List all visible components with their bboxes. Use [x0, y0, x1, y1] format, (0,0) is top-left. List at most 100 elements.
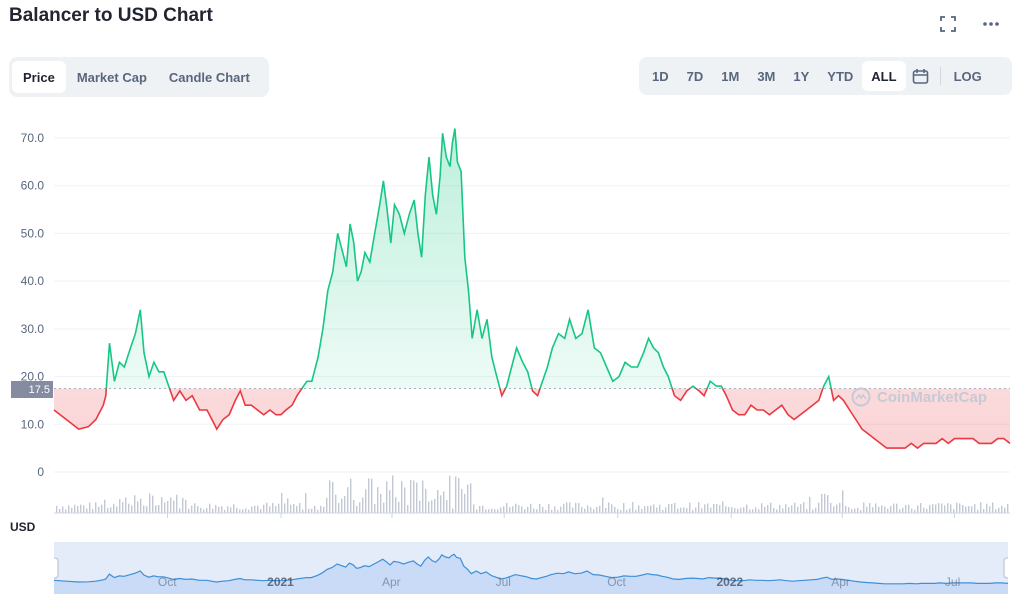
tab-price[interactable]: Price [12, 61, 66, 93]
volume-bar [671, 503, 673, 513]
volume-bar [416, 482, 418, 513]
volume-bar [332, 481, 334, 513]
volume-bar [626, 509, 628, 513]
volume-bar [533, 508, 535, 513]
tab-candle-chart[interactable]: Candle Chart [168, 69, 250, 85]
range-ytd-button[interactable]: YTD [827, 68, 854, 84]
log-scale-button[interactable]: LOG [953, 68, 982, 84]
range-navigator[interactable]: Oct 2021 Apr Jul Oct 2022 Apr Jul [54, 542, 1008, 594]
volume-bar [179, 508, 181, 513]
volume-bar [647, 506, 649, 513]
range-all-button[interactable]: ALL [862, 61, 906, 91]
y-tick-label: 70.0 [21, 131, 45, 145]
volume-bar [134, 495, 136, 513]
volume-bar [152, 495, 154, 513]
navigator-right-handle[interactable] [1003, 557, 1008, 579]
volume-bar [65, 509, 67, 513]
navigator-tick-label: Apr [382, 575, 401, 589]
volume-bar [965, 506, 967, 513]
volume-bar [512, 506, 514, 513]
volume-bar [338, 502, 340, 513]
volume-bar [536, 509, 538, 513]
volume-bar [914, 509, 916, 513]
coinmarketcap-logo-icon [851, 387, 871, 407]
volume-bar [389, 490, 391, 513]
volume-bar [581, 506, 583, 513]
y-tick-label: 0 [37, 465, 44, 479]
range-7d-button[interactable]: 7D [686, 68, 704, 84]
volume-bar [521, 506, 523, 513]
price-chart[interactable]: 0 10.0 20.0 30.0 40.0 50.0 60.0 70.0 Oct 2021 Apr… [0, 100, 1024, 525]
volume-bar [911, 508, 913, 513]
volume-bar [773, 508, 775, 513]
tab-market-cap[interactable]: Market Cap [76, 69, 147, 85]
volume-bar [158, 504, 160, 513]
volume-bar [743, 507, 745, 513]
volume-bar [299, 502, 301, 513]
navigator-tick-label: Jul [945, 575, 960, 589]
volume-bar [923, 507, 925, 513]
volume-bar [56, 506, 58, 513]
more-icon[interactable] [979, 12, 1003, 36]
volume-bar [596, 506, 598, 513]
volume-bar [515, 503, 517, 513]
volume-bar [431, 500, 433, 513]
volume-bar [95, 502, 97, 513]
volume-bar [227, 506, 229, 513]
range-1d-button[interactable]: 1D [652, 68, 669, 84]
volume-bar [851, 509, 853, 513]
volume-bar [857, 507, 859, 513]
volume-bar [680, 507, 682, 513]
navigator-left-handle[interactable] [54, 557, 59, 579]
range-1m-button[interactable]: 1M [721, 68, 740, 84]
volume-bar [812, 509, 814, 513]
volume-bar [485, 509, 487, 513]
volume-bar [395, 497, 397, 513]
volume-bar [245, 508, 247, 513]
volume-bar [122, 502, 124, 513]
volume-bar [785, 504, 787, 513]
range-1y-button[interactable]: 1Y [793, 68, 810, 84]
volume-bar [854, 508, 856, 513]
volume-bar [830, 502, 832, 513]
volume-bar [473, 504, 475, 513]
divider [939, 67, 941, 85]
volume-bar [725, 506, 727, 513]
volume-bar [380, 493, 382, 513]
x-tick-label: Oct [158, 523, 177, 525]
volume-bar [497, 509, 499, 513]
calendar-icon[interactable] [906, 61, 936, 91]
volume-bar [734, 508, 736, 513]
volume-bar [782, 508, 784, 513]
volume-bar [926, 508, 928, 513]
volume-bar [257, 505, 259, 513]
volume-bar [272, 502, 274, 513]
volume-bar [788, 507, 790, 513]
y-tick-label: 30.0 [21, 322, 45, 336]
range-3m-button[interactable]: 3M [757, 68, 776, 84]
chart-title: Balancer to USD Chart [9, 5, 213, 26]
volume-bar [653, 504, 655, 513]
volume-bar [146, 506, 148, 513]
volume-bar [956, 502, 958, 513]
volume-bar [698, 502, 700, 513]
expand-icon[interactable] [936, 12, 960, 36]
x-tick-label: Apr [833, 523, 852, 525]
volume-bar [455, 476, 457, 513]
volume-bar [722, 501, 724, 513]
volume-bar [563, 503, 565, 513]
volume-bar [737, 508, 739, 513]
volume-bar [707, 503, 709, 513]
volume-bar [683, 507, 685, 513]
currency-label: USD [10, 520, 36, 534]
volume-bar [695, 507, 697, 513]
volume-bar [968, 506, 970, 513]
volume-bar [269, 506, 271, 513]
volume-bar [302, 509, 304, 513]
volume-bar [731, 507, 733, 513]
volume-bar [233, 504, 235, 513]
volume-bar [794, 502, 796, 513]
volume-bar [881, 505, 883, 513]
volume-bar [371, 478, 373, 513]
volume-bar [110, 507, 112, 513]
